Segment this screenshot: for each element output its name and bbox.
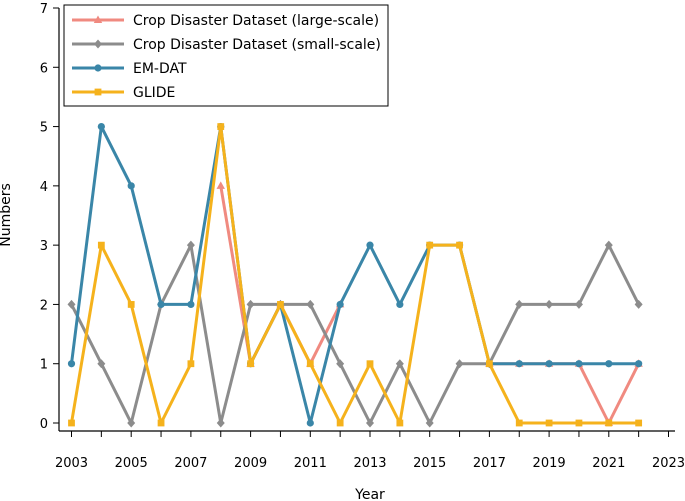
y-tick-label: 2 [40, 298, 48, 313]
data-point [366, 418, 374, 428]
data-point [515, 299, 524, 309]
axes [58, 8, 675, 432]
data-point [605, 419, 613, 427]
data-point [575, 419, 583, 427]
data-point [217, 123, 225, 130]
x-tick-label: 2023 [652, 456, 685, 471]
data-point [157, 300, 165, 309]
data-point [67, 360, 76, 368]
data-point [635, 360, 643, 368]
x-tick-label: 2021 [592, 456, 625, 471]
series-layer [67, 122, 643, 428]
data-point [604, 240, 613, 250]
y-tick-label: 6 [40, 61, 48, 76]
x-tick-label: 2011 [294, 456, 327, 471]
data-point [247, 360, 254, 368]
data-point [67, 299, 76, 309]
data-point [545, 419, 553, 427]
legend-marker [93, 15, 103, 23]
y-ticks: 0 1 2 3 4 5 6 7 [40, 2, 59, 432]
x-tick-label: 2013 [353, 456, 386, 471]
y-axis-title: Numbers [0, 183, 14, 247]
data-point [545, 360, 553, 368]
x-tick-label: 2003 [55, 456, 88, 471]
data-point [157, 419, 165, 427]
x-tick-label: 2005 [115, 456, 148, 471]
data-point [545, 299, 554, 309]
data-point [187, 300, 195, 309]
series-3 [68, 123, 643, 427]
data-point [336, 300, 344, 309]
series-line [487, 362, 641, 425]
data-point [186, 240, 195, 250]
data-point [306, 419, 314, 427]
legend-entry-large-scale: Crop Disaster Dataset (large-scale) [72, 13, 379, 29]
x-tick-label: 2007 [174, 456, 207, 471]
data-point [635, 419, 643, 427]
data-point [486, 360, 493, 368]
legend-marker [94, 88, 102, 96]
legend: Crop Disaster Dataset (large-scale) Crop… [63, 4, 389, 107]
y-tick-label: 3 [40, 239, 48, 254]
legend-label-glide: GLIDE [133, 85, 175, 101]
legend-entry-em-dat: EM-DAT [72, 61, 187, 77]
legend-marker [94, 39, 102, 49]
data-point [515, 419, 523, 427]
y-tick-label: 7 [40, 2, 48, 17]
x-tick-label: 2019 [533, 456, 566, 471]
legend-label-small-scale: Crop Disaster Dataset (small-scale) [133, 37, 381, 53]
data-point [456, 241, 463, 249]
data-point [127, 418, 136, 428]
y-tick-label: 4 [40, 180, 48, 195]
data-point [127, 182, 135, 190]
data-point [455, 359, 464, 369]
legend-label-em-dat: EM-DAT [133, 61, 187, 77]
data-point [216, 418, 225, 428]
data-point [97, 241, 105, 249]
series-2 [67, 122, 643, 427]
data-point [396, 419, 404, 427]
legend-box [63, 4, 389, 107]
y-tick-label: 1 [40, 358, 48, 373]
data-point [366, 241, 374, 249]
x-ticks: 2003 2005 2007 2009 2011 2013 2015 2017 2019 2021… [55, 431, 685, 471]
data-point [306, 360, 314, 368]
y-tick-label: 0 [40, 417, 48, 432]
data-point [216, 181, 225, 189]
data-point [395, 359, 404, 369]
data-point [396, 300, 404, 309]
data-point [68, 419, 75, 427]
data-point [515, 360, 523, 368]
data-point [634, 299, 643, 309]
data-point [306, 299, 315, 309]
legend-label-large-scale: Crop Disaster Dataset (large-scale) [133, 13, 379, 29]
data-point [127, 301, 135, 308]
data-point [277, 301, 284, 308]
legend-marker [94, 64, 102, 72]
x-axis-title: Year [354, 487, 385, 501]
data-point [605, 360, 613, 368]
x-tick-label: 2009 [234, 456, 267, 471]
series-line [70, 125, 641, 425]
series-line [70, 125, 641, 425]
legend-entry-small-scale: Crop Disaster Dataset (small-scale) [72, 37, 381, 53]
data-point [366, 360, 374, 368]
data-point [425, 418, 434, 428]
data-point [336, 359, 345, 369]
data-point [574, 299, 583, 309]
legend-entry-glide: GLIDE [72, 85, 175, 101]
data-point [97, 359, 106, 369]
y-tick-label: 5 [40, 121, 48, 136]
data-point [187, 360, 195, 368]
data-point [336, 419, 344, 427]
x-tick-label: 2015 [413, 456, 446, 471]
data-point [575, 360, 583, 368]
data-point [246, 299, 255, 309]
data-point [426, 241, 434, 249]
x-tick-label: 2017 [473, 456, 506, 471]
data-point [97, 122, 105, 131]
